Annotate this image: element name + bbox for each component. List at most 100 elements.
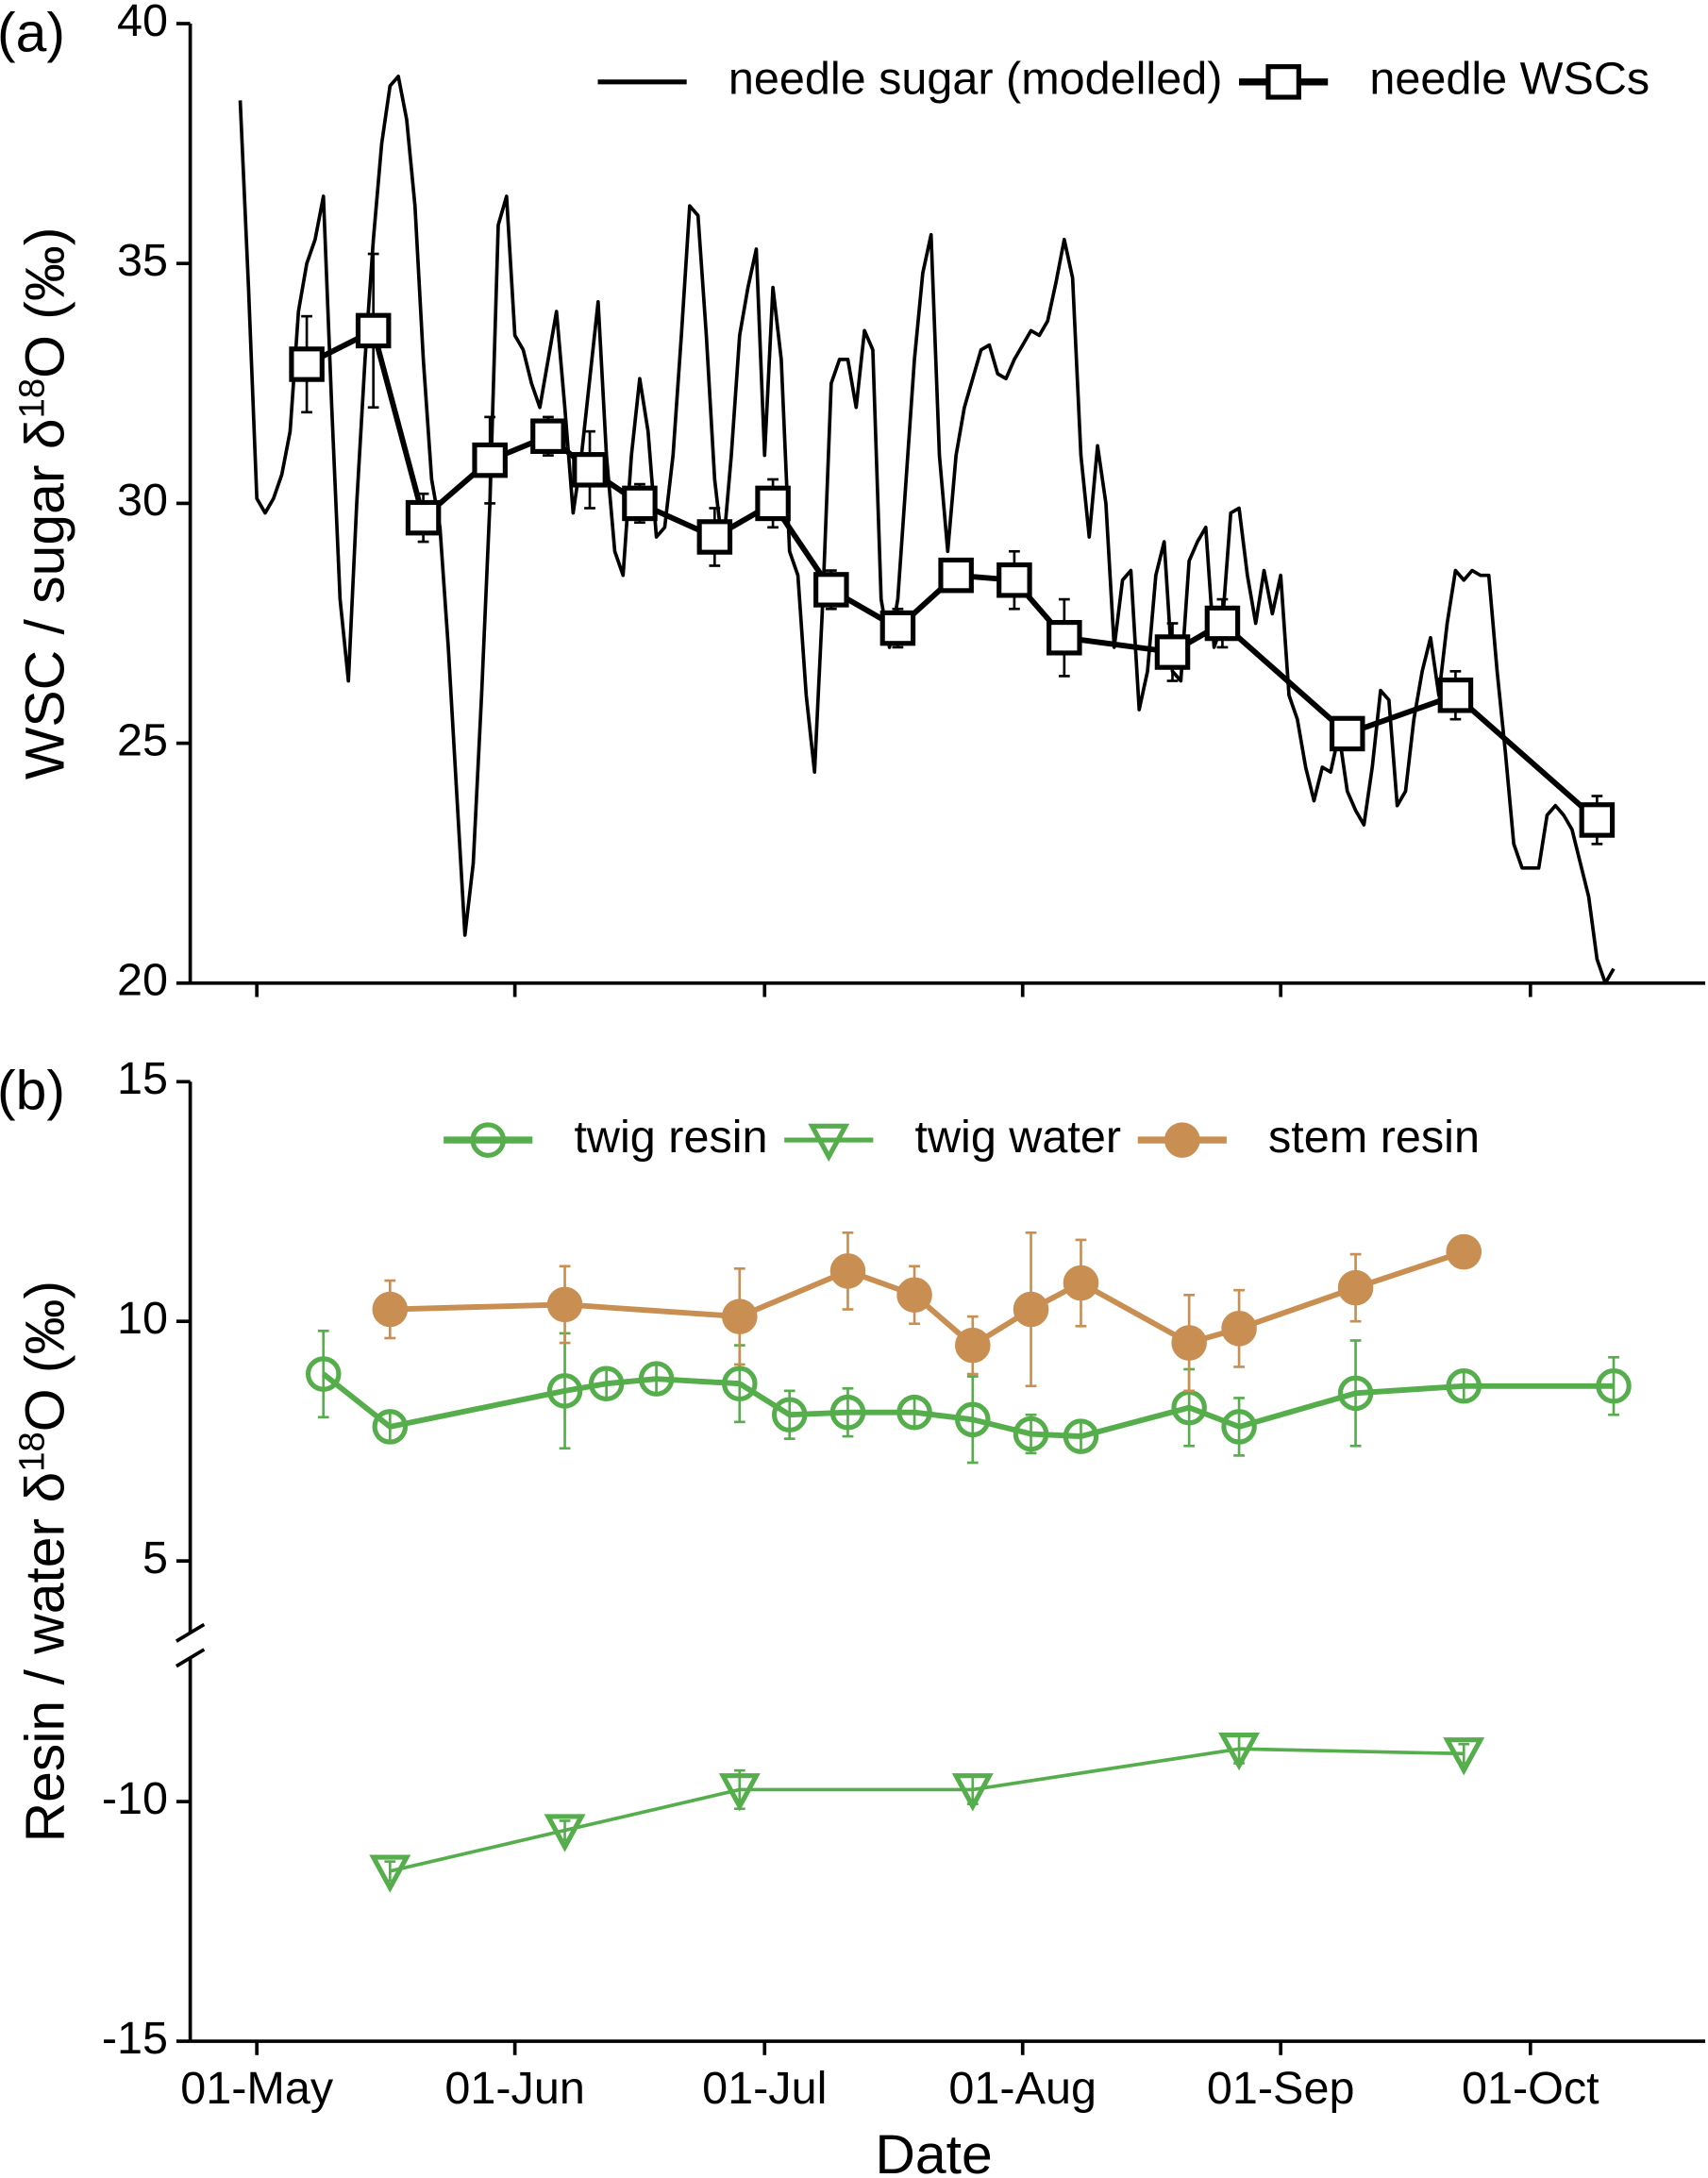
- marker: [289, 346, 325, 382]
- marker: [1218, 1732, 1261, 1771]
- error-bar: [966, 1375, 979, 1465]
- legend-item: twig water: [784, 1112, 1121, 1163]
- marker: [1221, 1311, 1257, 1347]
- marker: [755, 485, 791, 522]
- marker: [1154, 634, 1191, 670]
- marker: [1579, 802, 1616, 838]
- y-tick-label: 15: [117, 1053, 168, 1104]
- marker: [530, 418, 566, 454]
- marker: [472, 442, 508, 478]
- y-axis-title-part: WSC / sugar δ: [15, 418, 76, 779]
- marker: [771, 1397, 808, 1432]
- series-line: [238, 75, 1616, 985]
- legend-marker: [470, 1122, 506, 1158]
- marker: [1171, 1325, 1207, 1361]
- series-line: [390, 1248, 1465, 1349]
- y-tick-label: 40: [117, 0, 168, 46]
- marker: [1443, 1737, 1485, 1776]
- legend-label: stem resin: [1268, 1112, 1480, 1163]
- axis-break: [175, 1622, 206, 1643]
- marker: [638, 1361, 675, 1397]
- error-bar: [1608, 1355, 1619, 1416]
- marker: [813, 572, 849, 608]
- marker: [1337, 1375, 1374, 1412]
- marker: [896, 1277, 932, 1314]
- marker: [1446, 1367, 1482, 1404]
- marker: [951, 1773, 994, 1812]
- marker: [1221, 1409, 1257, 1445]
- panel-label: (b): [0, 1061, 65, 1122]
- panel-label: (a): [0, 2, 65, 63]
- x-tick-label: 01-Sep: [1207, 2063, 1355, 2114]
- legend-marker: [1265, 64, 1301, 100]
- y-tick-label: -15: [102, 2013, 168, 2064]
- marker: [938, 557, 974, 594]
- legend-item: needle WSCs: [1239, 54, 1649, 105]
- marker: [588, 1365, 625, 1401]
- series-line: [389, 1747, 1465, 1873]
- marker: [305, 1356, 342, 1392]
- marker: [546, 1373, 583, 1409]
- marker: [879, 610, 916, 646]
- legend-marker: [808, 1123, 850, 1163]
- y-tick-label: -10: [102, 1773, 168, 1824]
- error-bar: [1233, 1397, 1245, 1457]
- marker: [955, 1327, 991, 1364]
- marker: [829, 1253, 866, 1289]
- marker: [1204, 605, 1241, 642]
- y-tick-label: 25: [117, 714, 168, 765]
- x-axis-title: Date: [875, 2124, 992, 2178]
- y-axis-title-part: Resin / water δ: [15, 1472, 76, 1843]
- y-axis-title-part: O (‰): [15, 1281, 76, 1432]
- marker: [829, 1394, 866, 1431]
- y-axis-title-part: 18: [11, 378, 52, 419]
- marker: [1446, 1233, 1482, 1270]
- axis-break: [175, 1648, 206, 1668]
- x-tick-label: 01-Aug: [948, 2063, 1097, 2114]
- marker: [722, 1365, 758, 1401]
- legend-marker: [1164, 1122, 1200, 1158]
- error-bar: [1025, 1413, 1037, 1455]
- marker: [1013, 1416, 1049, 1452]
- marker: [1063, 1418, 1099, 1454]
- marker: [1171, 1389, 1207, 1426]
- y-axis-title-part: 18: [11, 1432, 52, 1472]
- y-axis-title: WSC / sugar δ18O (‰): [11, 227, 76, 779]
- y-tick-label: 35: [117, 235, 168, 286]
- marker: [1337, 1269, 1374, 1306]
- x-tick-label: 01-Jun: [444, 2063, 584, 2114]
- marker: [355, 312, 392, 349]
- marker: [372, 1291, 409, 1328]
- marker: [405, 499, 442, 536]
- marker: [1013, 1291, 1049, 1328]
- error-bar: [317, 1330, 329, 1419]
- marker: [622, 485, 658, 522]
- legend-item: twig resin: [444, 1112, 768, 1163]
- x-tick-label: 01-May: [180, 2063, 334, 2114]
- marker: [718, 1773, 761, 1812]
- marker: [546, 1286, 583, 1323]
- marker: [372, 1409, 409, 1445]
- y-tick-label: 10: [117, 1293, 168, 1344]
- y-axis-title-part: O (‰): [15, 227, 76, 378]
- legend-label: twig water: [914, 1112, 1121, 1163]
- legend-label: needle WSCs: [1369, 54, 1649, 105]
- x-tick-label: 01-Jul: [702, 2063, 827, 2114]
- marker: [1063, 1265, 1099, 1301]
- legend-label: needle sugar (modelled): [728, 54, 1223, 105]
- x-tick-label: 01-Oct: [1462, 2063, 1599, 2114]
- marker: [369, 1854, 411, 1893]
- marker: [572, 452, 608, 488]
- marker: [1596, 1367, 1632, 1404]
- legend-label: twig resin: [574, 1112, 767, 1163]
- marker: [544, 1814, 586, 1852]
- marker: [955, 1401, 991, 1438]
- y-axis-title: Resin / water δ18O (‰): [11, 1281, 76, 1842]
- y-tick-label: 5: [142, 1533, 168, 1583]
- legend-item: needle sugar (modelled): [597, 54, 1223, 105]
- legend-item: stem resin: [1137, 1112, 1480, 1163]
- marker: [696, 519, 733, 555]
- y-tick-label: 30: [117, 475, 168, 526]
- y-tick-label: 20: [117, 955, 168, 1006]
